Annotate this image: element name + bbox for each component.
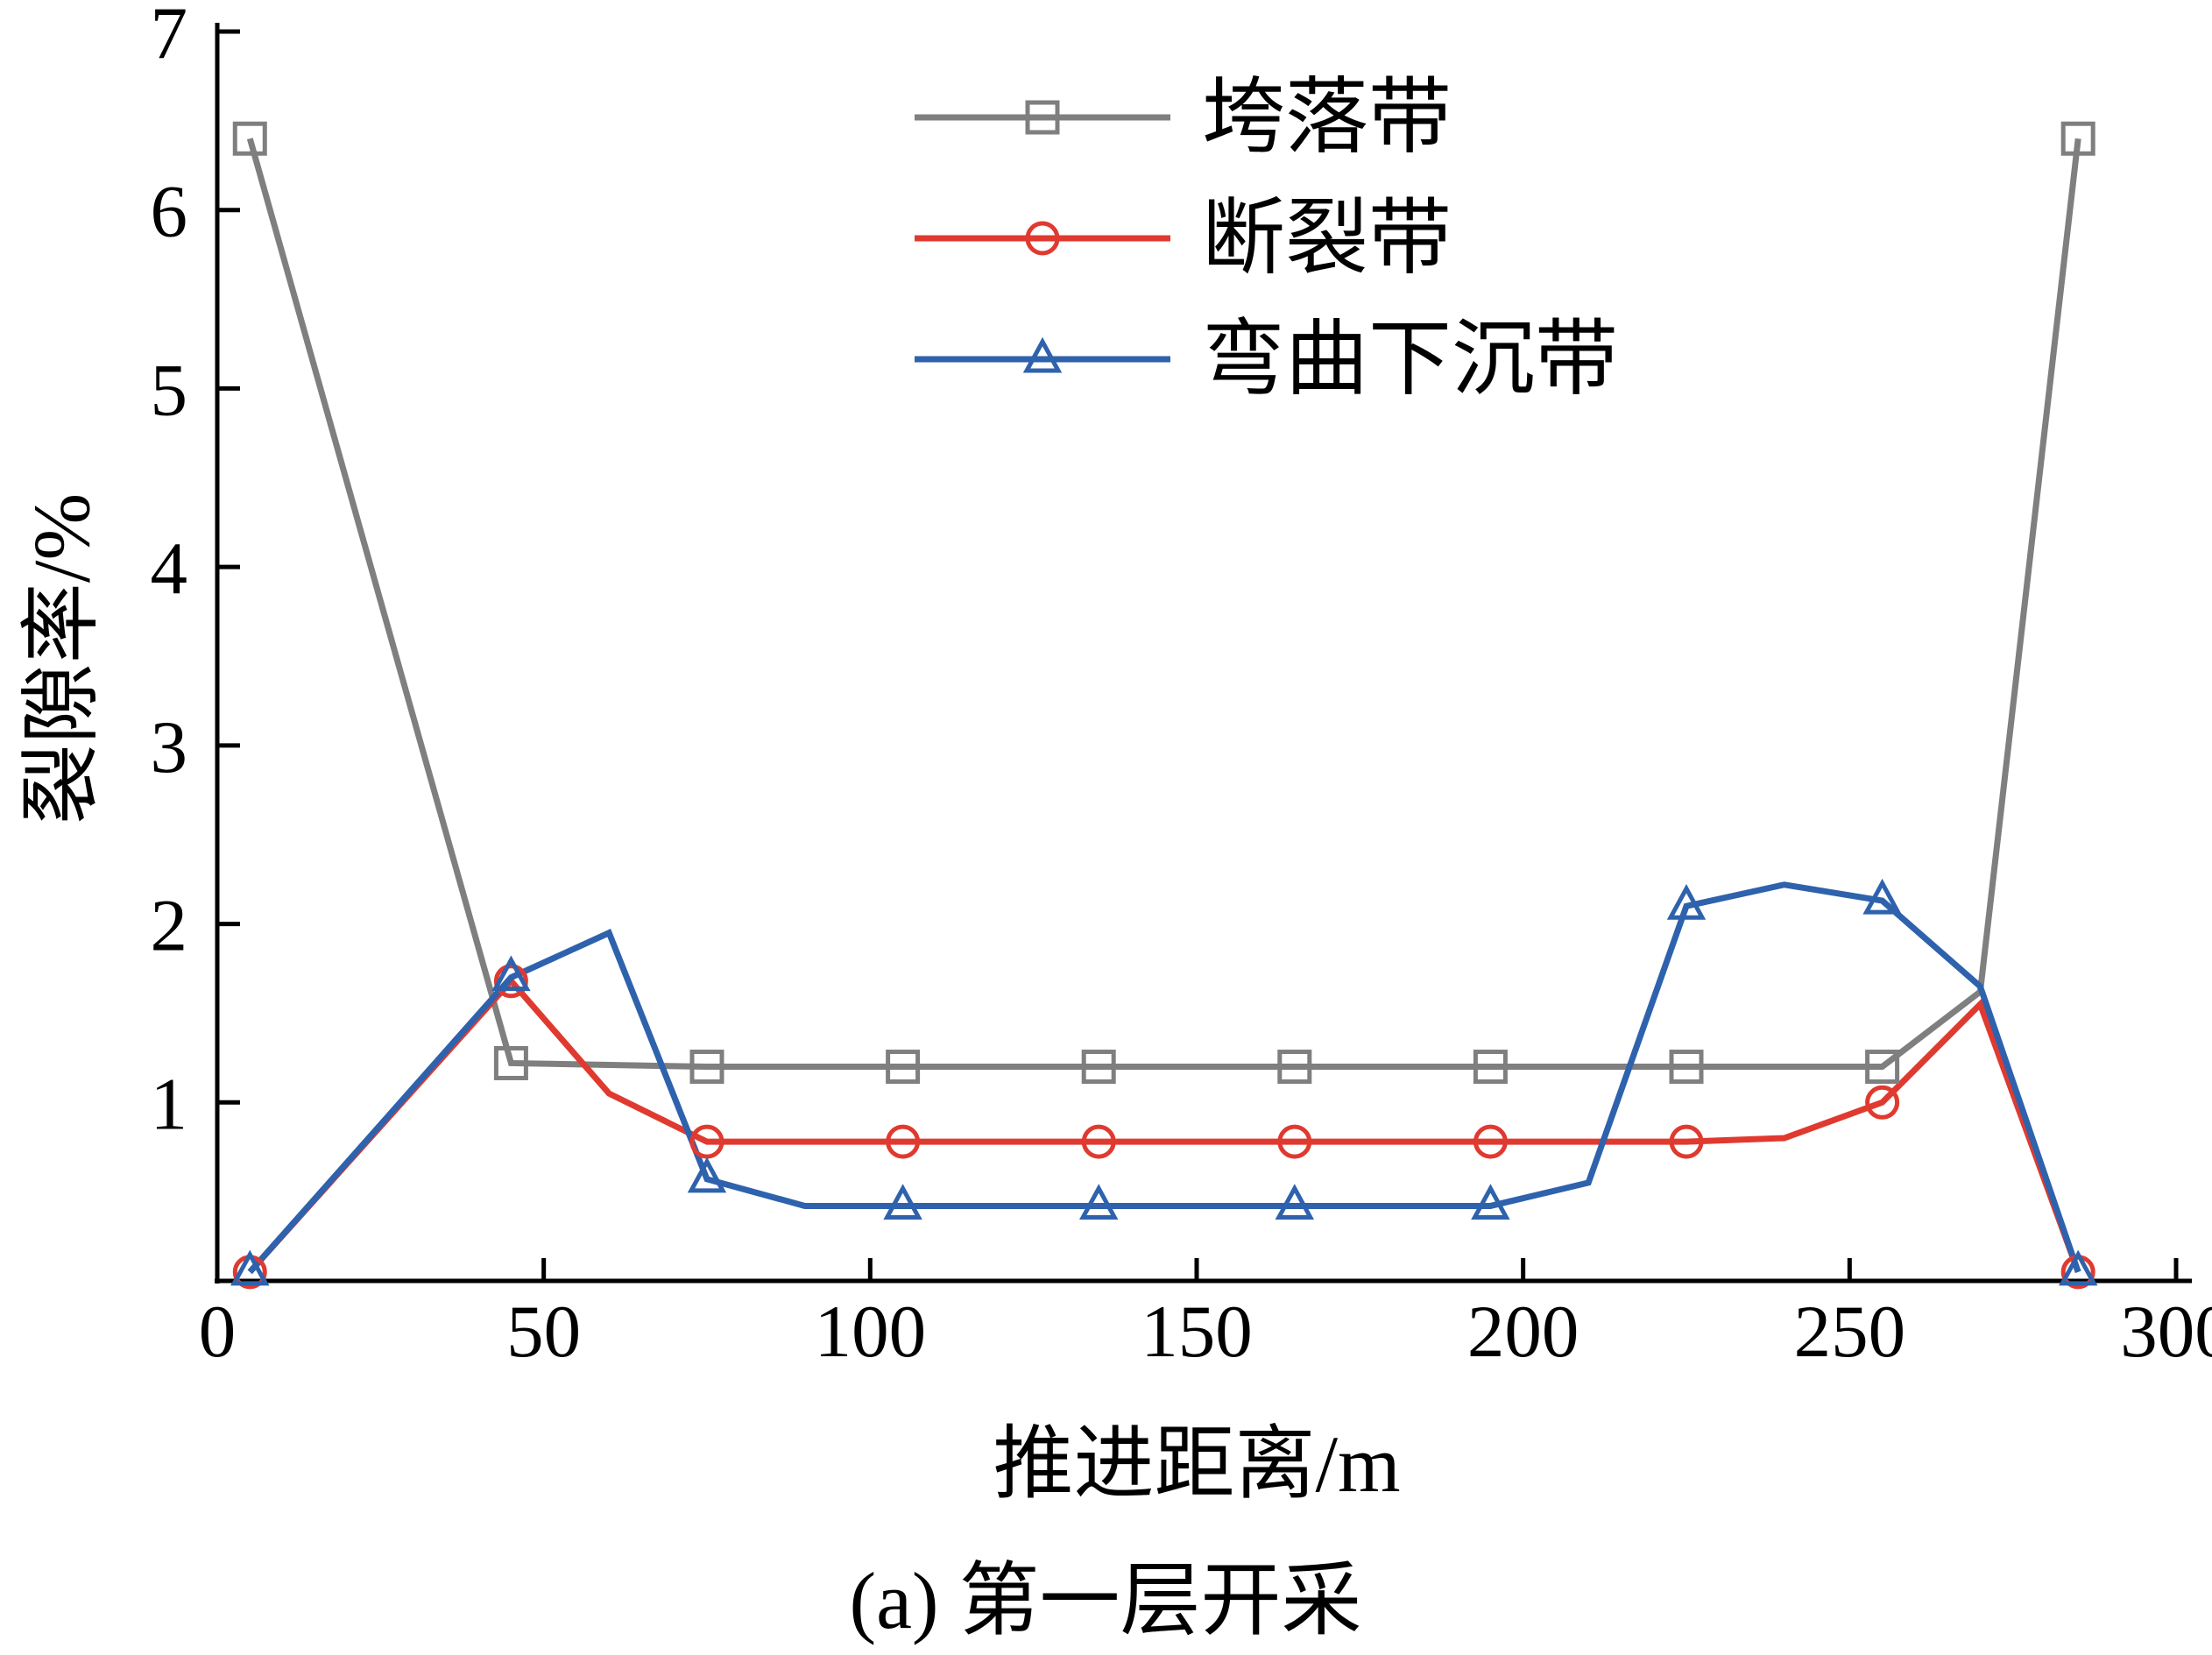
square-marker [1669, 1050, 1704, 1085]
triangle-marker [883, 1184, 922, 1220]
y-axis-title: 裂隙率/% [17, 492, 107, 825]
y-tick-label: 5 [151, 349, 188, 431]
circle-marker [1081, 1124, 1116, 1159]
square-marker [1473, 1050, 1508, 1085]
triangle-marker [2058, 1249, 2098, 1286]
series-line-1 [246, 138, 2081, 1071]
circle-marker [1669, 1124, 1704, 1159]
figure-caption: (a) 第一层开采 [849, 1556, 1362, 1645]
legend-label: 断裂带 [1202, 191, 1452, 285]
x-tick-label: 250 [1794, 1291, 1906, 1373]
y-tick-label: 6 [151, 171, 188, 253]
legend-item-1: 垮落带 [911, 61, 1618, 173]
square-marker [493, 1045, 528, 1080]
triangle-marker [1078, 1184, 1119, 1220]
circle-marker [1277, 1124, 1312, 1159]
legend-sample [915, 221, 1170, 256]
series-line-3 [247, 881, 2081, 1275]
triangle-marker [1471, 1184, 1510, 1220]
circle-marker [1865, 1085, 1900, 1120]
triangle-marker [491, 955, 531, 992]
circle-marker [689, 1124, 724, 1159]
square-marker [886, 1050, 921, 1085]
square-marker [1865, 1050, 1900, 1085]
x-tick-label: 150 [1141, 1291, 1253, 1373]
square-marker [1277, 1050, 1312, 1085]
y-tick-label: 7 [151, 0, 188, 74]
legend-label: 弯曲下沉带 [1202, 312, 1619, 406]
circle-marker [1473, 1124, 1508, 1159]
circle-marker [886, 1124, 921, 1159]
legend-item-2: 断裂带 [911, 182, 1618, 294]
x-tick-label: 200 [1467, 1291, 1579, 1373]
square-marker [1025, 100, 1060, 135]
series-markers-3 [230, 878, 2098, 1286]
x-axis-title: 推进距离/m [993, 1419, 1401, 1509]
legend-sample [915, 336, 1170, 373]
x-tick-label: 50 [506, 1291, 581, 1373]
x-tick-label: 100 [815, 1291, 927, 1373]
square-marker [689, 1050, 724, 1085]
y-tick-label: 4 [151, 527, 188, 610]
y-tick-label: 1 [151, 1063, 188, 1145]
legend-label: 垮落带 [1202, 70, 1452, 164]
square-marker [232, 121, 267, 156]
y-tick-label: 3 [151, 706, 188, 789]
triangle-marker [687, 1156, 727, 1193]
circle-marker [493, 964, 528, 999]
triangle-marker [230, 1249, 270, 1286]
legend-item-3: 弯曲下沉带 [911, 303, 1618, 415]
x-tick-label: 300 [2120, 1291, 2212, 1373]
series-markers-1 [232, 121, 2095, 1085]
legend-sample [915, 100, 1170, 135]
x-tick-label: 0 [199, 1291, 237, 1373]
triangle-marker [1275, 1184, 1315, 1220]
legend: 垮落带断裂带弯曲下沉带 [911, 61, 1618, 415]
series-line-2 [247, 976, 2081, 1275]
circle-marker [1025, 221, 1060, 256]
triangle-marker [1022, 336, 1063, 373]
y-tick-label: 2 [151, 885, 188, 967]
series-markers-2 [232, 964, 2095, 1290]
triangle-marker [1666, 883, 1707, 920]
square-marker [2060, 121, 2095, 156]
square-marker [1081, 1050, 1116, 1085]
triangle-marker [1862, 878, 1902, 915]
